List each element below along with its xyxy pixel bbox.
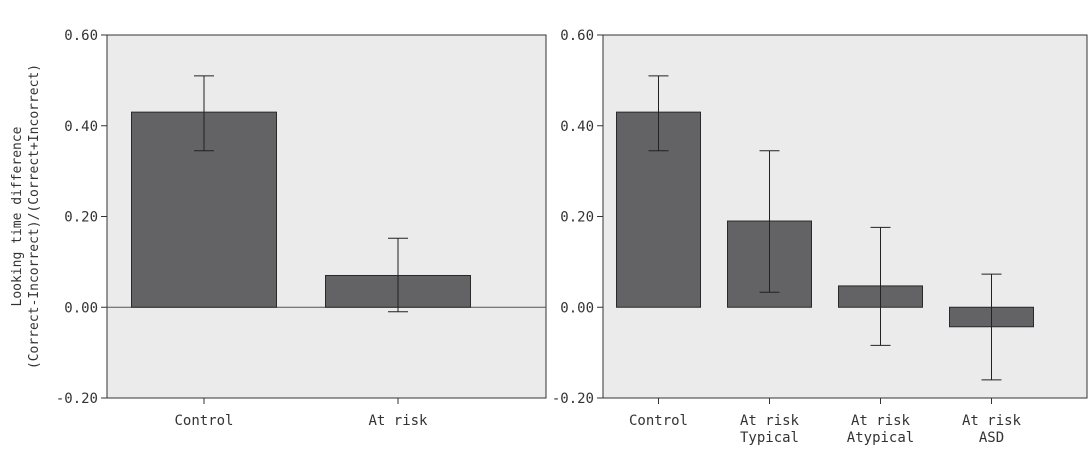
y-tick-label: 0.20 bbox=[64, 210, 98, 226]
y-tick-label: -0.20 bbox=[56, 391, 98, 407]
y-axis-label: Looking time difference bbox=[10, 126, 25, 306]
x-tick-label: Typical bbox=[740, 430, 799, 446]
x-tick-label: Control bbox=[629, 413, 688, 429]
x-tick-label: Atypical bbox=[847, 430, 914, 446]
left-bar-chart: -0.20 0.00 0.20 0.40 0.60 Control At risk Looki… bbox=[10, 28, 547, 429]
x-tick-label: Control bbox=[174, 413, 233, 429]
x-tick-label: At risk bbox=[368, 413, 428, 429]
x-tick-label: At risk bbox=[851, 413, 911, 429]
y-axis-label: (Correct-Incorrect)/(Correct+Incorrect) bbox=[27, 64, 42, 369]
y-tick-label: 0.40 bbox=[560, 119, 594, 135]
y-tick-label: -0.20 bbox=[552, 391, 594, 407]
y-tick-label: 0.60 bbox=[560, 28, 594, 44]
y-tick-label: 0.00 bbox=[64, 300, 98, 316]
y-tick-label: 0.40 bbox=[64, 119, 98, 135]
x-tick-label: ASD bbox=[979, 430, 1004, 446]
y-tick-label: 0.20 bbox=[560, 210, 594, 226]
y-tick-label: 0.60 bbox=[64, 28, 98, 44]
y-tick-label: 0.00 bbox=[560, 300, 594, 316]
x-tick-label: At risk bbox=[962, 413, 1022, 429]
x-tick-label: At risk bbox=[740, 413, 800, 429]
